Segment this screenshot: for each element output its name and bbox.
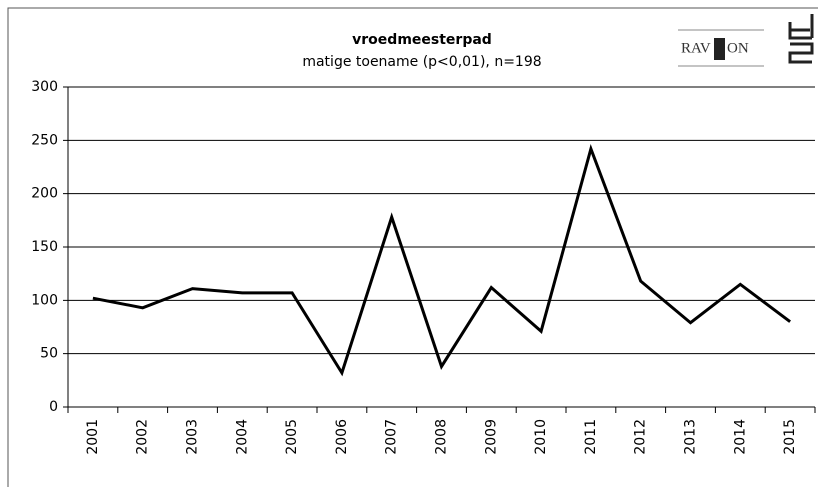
y-tick-label: 300: [31, 79, 58, 95]
x-tick-label: 2004: [234, 419, 250, 455]
ravon-logo: RAV ON: [678, 29, 764, 67]
logo-icon: [714, 38, 725, 60]
y-tick-label: 100: [31, 292, 58, 308]
frame: [7, 7, 818, 487]
x-tick-label: 2010: [533, 419, 549, 455]
x-tick-label: 2014: [732, 419, 748, 455]
chart-title: vroedmeesterpad: [352, 32, 492, 48]
y-tick-label: 0: [49, 399, 58, 415]
x-tick-label: 2001: [85, 419, 101, 455]
x-tick-label: 2012: [633, 419, 649, 455]
x-tick-label: 2006: [334, 419, 350, 455]
logo-text: RAV: [681, 40, 711, 56]
x-tick-label: 2009: [483, 419, 499, 455]
x-tick-label: 2013: [683, 419, 699, 455]
y-tick-label: 250: [31, 132, 58, 148]
cbs-logo: [788, 14, 814, 64]
y-tick-label: 150: [31, 239, 58, 255]
logo-icon: [788, 14, 814, 64]
x-tick-label: 2015: [782, 419, 798, 455]
x-tick-label: 2007: [384, 419, 400, 455]
x-tick-label: 2002: [135, 419, 151, 455]
x-tick-label: 2005: [284, 419, 300, 455]
x-tick-label: 2008: [434, 419, 450, 455]
y-tick-label: 200: [31, 186, 58, 202]
logo-text: ON: [727, 40, 749, 56]
x-tick-label: 2003: [185, 419, 201, 455]
chart-subtitle: matige toename (p<0,01), n=198: [302, 54, 541, 70]
y-tick-label: 50: [40, 346, 58, 362]
line: [92, 144, 791, 377]
x-tick-label: 2011: [583, 419, 599, 455]
